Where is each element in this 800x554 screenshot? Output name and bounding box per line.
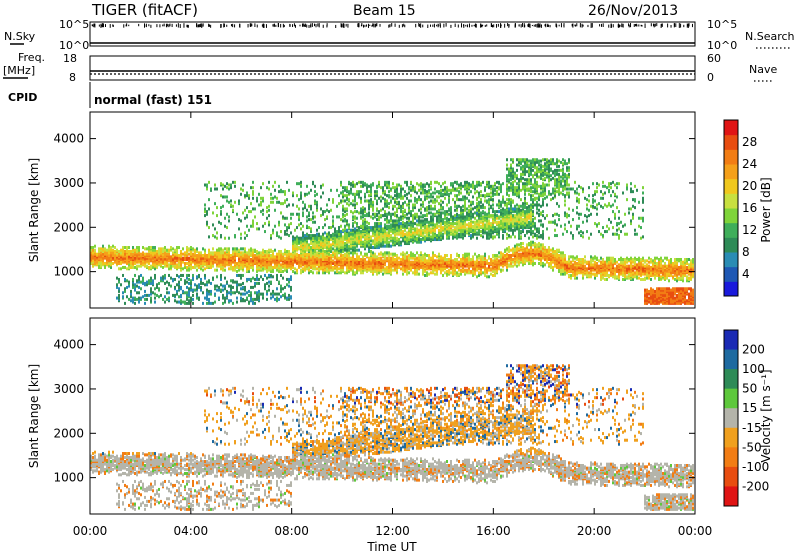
cpid-panel: CPID normal (fast) 151 <box>8 82 212 108</box>
power-colorbar-tick: 16 <box>742 201 757 215</box>
x-tick-label: 08:00 <box>274 524 309 538</box>
x-tick-label: 00:00 <box>73 524 108 538</box>
velocity-y-ticks: 1000 2000 3000 4000 <box>53 338 695 485</box>
y-tick-label: 3000 <box>53 382 84 396</box>
velocity-colorbar-tick: 100 <box>742 362 765 376</box>
x-tick-labels: 00:00 04:00 08:00 12:00 16:00 20:00 00:00 <box>73 524 713 538</box>
nsky-label: N.Sky <box>4 30 36 43</box>
y-tick-label: 4000 <box>53 338 84 352</box>
nsearch-tick-bottom: 10^0 <box>707 39 737 52</box>
power-colorbar-tick: 8 <box>742 245 750 259</box>
velocity-colorbar-tick: 200 <box>742 343 765 357</box>
velocity-colorbar-tick: 15 <box>742 401 757 415</box>
x-axis-label: Time UT <box>366 540 417 554</box>
freq-tick-bottom: 8 <box>69 71 76 84</box>
y-tick-label: 2000 <box>53 426 84 440</box>
power-colorbar-label: Power [dB] <box>759 177 773 242</box>
freq-unit-label: [MHz] <box>3 64 35 77</box>
nsearch-label: N.Search <box>745 30 795 43</box>
nsky-tick-bottom: 10^0 <box>59 39 89 52</box>
velocity-ylabel: Slant Range [km] <box>27 364 41 468</box>
y-tick-label: 1000 <box>53 265 84 279</box>
nave-tick-top: 60 <box>707 52 721 65</box>
x-tick-label: 04:00 <box>174 524 209 538</box>
power-x-ticks <box>89 112 696 308</box>
power-colorbar-tick: 20 <box>742 179 757 193</box>
power-ylabel: Slant Range [km] <box>27 158 41 262</box>
power-y-ticks: 1000 2000 3000 4000 <box>53 132 695 279</box>
velocity-panel: 1000 2000 3000 4000 Slant Range [km] <box>27 317 696 515</box>
power-colorbar-tick: 28 <box>742 135 757 149</box>
x-tick-label: 12:00 <box>375 524 410 538</box>
velocity-colorbar-label: Velocity [m s⁻¹] <box>759 369 773 462</box>
nsearch-tick-top: 10^5 <box>707 18 737 31</box>
y-tick-label: 4000 <box>53 132 84 146</box>
date-label: 26/Nov/2013 <box>588 3 678 19</box>
velocity-colorbar-tick: -15 <box>742 421 762 435</box>
power-panel: 1000 2000 3000 4000 Slant Range [km] <box>27 111 696 309</box>
y-tick-label: 2000 <box>53 220 84 234</box>
power-heatmap-cells <box>90 158 694 305</box>
velocity-colorbar: 200 100 50 15 -15 -50 -100 -200 Velocity [m s⁻¹… <box>723 329 773 507</box>
power-colorbar-tick: 4 <box>742 267 750 281</box>
freq-panel: Freq. [MHz] 18 8 60 0 Nave <box>3 51 777 84</box>
x-tick-label: 00:00 <box>678 524 713 538</box>
freq-label: Freq. <box>18 51 45 64</box>
nsky-tick-top: 10^5 <box>59 18 89 31</box>
velocity-heatmap-cells <box>90 364 694 511</box>
power-colorbar-tick: 24 <box>742 157 757 171</box>
velocity-x-ticks <box>89 318 696 514</box>
nave-tick-bottom: 0 <box>707 71 714 84</box>
x-tick-label: 20:00 <box>577 524 612 538</box>
power-colorbar-tick: 12 <box>742 223 757 237</box>
figure-title: TIGER (fitACF) <box>91 1 198 19</box>
cpid-label: CPID <box>8 91 37 104</box>
velocity-colorbar-tick: 50 <box>742 382 757 396</box>
nave-label: Nave <box>749 63 777 76</box>
velocity-colorbar-tick: -50 <box>742 440 762 454</box>
freq-tick-top: 18 <box>63 52 77 65</box>
velocity-colorbar-tick: -100 <box>742 460 769 474</box>
cpid-value: normal (fast) 151 <box>94 93 212 107</box>
y-tick-label: 3000 <box>53 176 84 190</box>
power-colorbar: 4 8 12 16 20 24 28 Power [dB] <box>723 119 773 297</box>
x-tick-label: 16:00 <box>476 524 511 538</box>
y-tick-label: 1000 <box>53 471 84 485</box>
beam-label: Beam 15 <box>353 3 416 19</box>
velocity-colorbar-tick: -200 <box>742 479 769 493</box>
nsky-panel: N.Sky 10^5 10^0 10^5 10^0 N.Search <box>4 18 795 52</box>
